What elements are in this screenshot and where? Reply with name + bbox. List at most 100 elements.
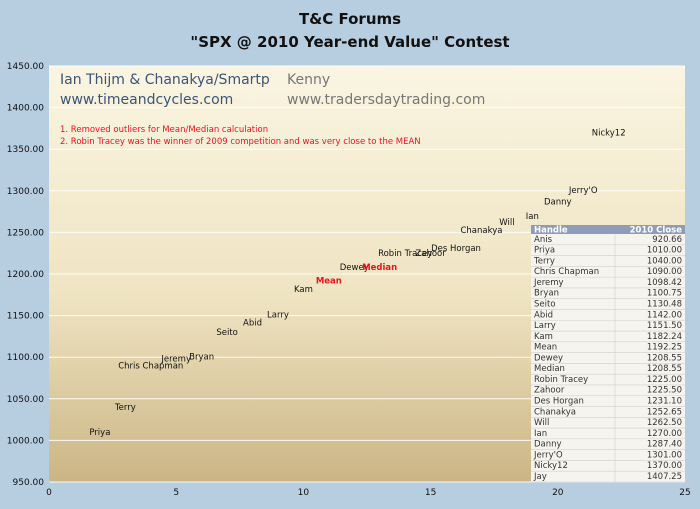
table-cell-handle: Priya [534, 246, 555, 256]
table-cell-handle: Chanakya [534, 407, 576, 417]
table-cell-handle: Zahoor [534, 386, 565, 396]
header-block: Ian Thijm & Chanakya/Smartp www.timeandc… [60, 72, 485, 108]
notes-block: 1. Removed outliers for Mean/Median calc… [60, 125, 421, 147]
data-point-label: Priya [89, 428, 110, 438]
header-authors-right: Kenny [287, 72, 330, 88]
x-tick-label: 5 [173, 488, 179, 498]
table-cell-handle: Dewey [534, 353, 563, 363]
table-cell-close: 1040.00 [647, 256, 682, 266]
y-tick-label: 1150.00 [7, 312, 44, 322]
data-point-label: Ian [526, 212, 539, 222]
table-cell-close: 1407.25 [647, 472, 682, 482]
table-cell-handle: Jay [533, 472, 547, 482]
data-table: Handle 2010 Close Anis 920.66 Priya 1010.00 Te… [531, 225, 685, 483]
table-cell-handle: Will [534, 418, 549, 428]
table-body [531, 234, 685, 482]
note-1: 1. Removed outliers for Mean/Median calc… [60, 125, 268, 135]
x-tick-label: 20 [552, 488, 564, 498]
table-cell-close: 1100.75 [647, 289, 682, 299]
data-point-label: Nicky12 [592, 129, 626, 139]
table-cell-close: 1208.55 [647, 364, 682, 374]
y-tick-label: 1450.00 [7, 62, 44, 72]
data-point-label: Zahoor [415, 249, 446, 259]
table-cell-handle: Median [534, 364, 565, 374]
table-cell-close: 1287.40 [647, 440, 682, 450]
table-cell-close: 1151.50 [647, 321, 682, 331]
table-cell-handle: Kam [534, 332, 553, 342]
data-point-label: Seito [216, 328, 238, 338]
grid-lines [49, 65, 685, 483]
table-cell-close: 1270.00 [647, 429, 682, 439]
table-cell-handle: Danny [534, 440, 562, 450]
chart-subtitle: "SPX @ 2010 Year-end Value" Contest [190, 33, 509, 51]
data-point-label: Abid [243, 318, 262, 328]
table-cell-handle: Chris Chapman [534, 267, 599, 277]
table-cell-close: 1010.00 [647, 246, 682, 256]
header-site-right: www.tradersdaytrading.com [287, 92, 485, 108]
data-point-label: Robin Tracey [378, 249, 432, 259]
table-cell-handle: Abid [534, 310, 553, 320]
data-point-label: Median [362, 263, 397, 273]
table-cell-close: 1208.55 [647, 353, 682, 363]
data-point-label: Terry [114, 403, 136, 413]
y-tick-label: 1250.00 [7, 228, 44, 238]
table-cell-handle: Seito [534, 299, 556, 309]
table-cell-handle: Robin Tracey [534, 375, 588, 385]
x-tick-label: 0 [46, 488, 52, 498]
chart-title: T&C Forums [299, 10, 401, 28]
data-point-label: Jeremy [160, 355, 191, 365]
table-cell-handle: Larry [534, 321, 556, 331]
data-point-label: Kam [294, 285, 313, 295]
y-tick-label: 1000.00 [7, 436, 44, 446]
table-header-close: 2010 Close [630, 226, 683, 236]
table-cell-handle: Mean [534, 343, 557, 353]
y-tick-label: 1200.00 [7, 270, 44, 280]
data-point-label: Larry [267, 310, 289, 320]
table-cell-handle: Nicky12 [534, 461, 568, 471]
x-tick-label: 10 [298, 488, 310, 498]
data-point-label: Danny [544, 197, 572, 207]
note-2: 2. Robin Tracey was the winner of 2009 c… [60, 137, 421, 147]
table-cell-handle: Jeremy [533, 278, 564, 288]
table-cell-handle: Jerry'O [533, 450, 563, 460]
table-header [531, 225, 685, 234]
table-cell-close: 1142.00 [647, 310, 682, 320]
table-cell-close: 1231.10 [647, 397, 682, 407]
table-cell-close: 1098.42 [647, 278, 682, 288]
header-authors-left: Ian Thijm & Chanakya/Smartp [60, 72, 270, 88]
table-cell-close: 1370.00 [647, 461, 682, 471]
data-point-label: Chris Chapman [118, 362, 183, 372]
table-cell-close: 920.66 [652, 235, 682, 245]
data-point-label: Bryan [189, 353, 214, 363]
table-cell-close: 1252.65 [647, 407, 682, 417]
y-tick-label: 1400.00 [7, 104, 44, 114]
x-tick-label: 25 [679, 488, 690, 498]
table-cell-close: 1225.00 [647, 375, 682, 385]
data-point-label: Chanakya [460, 226, 502, 236]
table-cell-handle: Bryan [534, 289, 559, 299]
y-tick-label: 1050.00 [7, 395, 44, 405]
x-tick-label: 15 [425, 488, 436, 498]
y-tick-label: 950.00 [13, 478, 45, 488]
data-point-label: Dewey [340, 263, 369, 273]
data-point-label: Jerry'O [568, 186, 598, 196]
table-cell-handle: Anis [534, 235, 553, 245]
table-cell-close: 1301.00 [647, 450, 682, 460]
x-axis: 0 5 10 15 20 25 [46, 488, 691, 498]
table-cell-close: 1262.50 [647, 418, 682, 428]
table-cell-close: 1182.24 [647, 332, 682, 342]
table-cell-close: 1130.48 [647, 299, 682, 309]
y-axis: 950.00 1000.00 1050.00 1100.00 1150.00 1200.0… [7, 62, 44, 488]
table-cell-close: 1225.50 [647, 386, 682, 396]
table-header-handle: Handle [534, 226, 568, 236]
data-point-label: Will [499, 218, 514, 228]
y-tick-label: 1350.00 [7, 145, 44, 155]
table-cell-handle: Ian [534, 429, 547, 439]
table-cell-handle: Terry [533, 256, 555, 266]
y-tick-label: 1100.00 [7, 353, 44, 363]
data-point-label: Des Horgan [431, 244, 481, 254]
y-tick-label: 1300.00 [7, 187, 44, 197]
data-point-label: Mean [316, 276, 342, 286]
